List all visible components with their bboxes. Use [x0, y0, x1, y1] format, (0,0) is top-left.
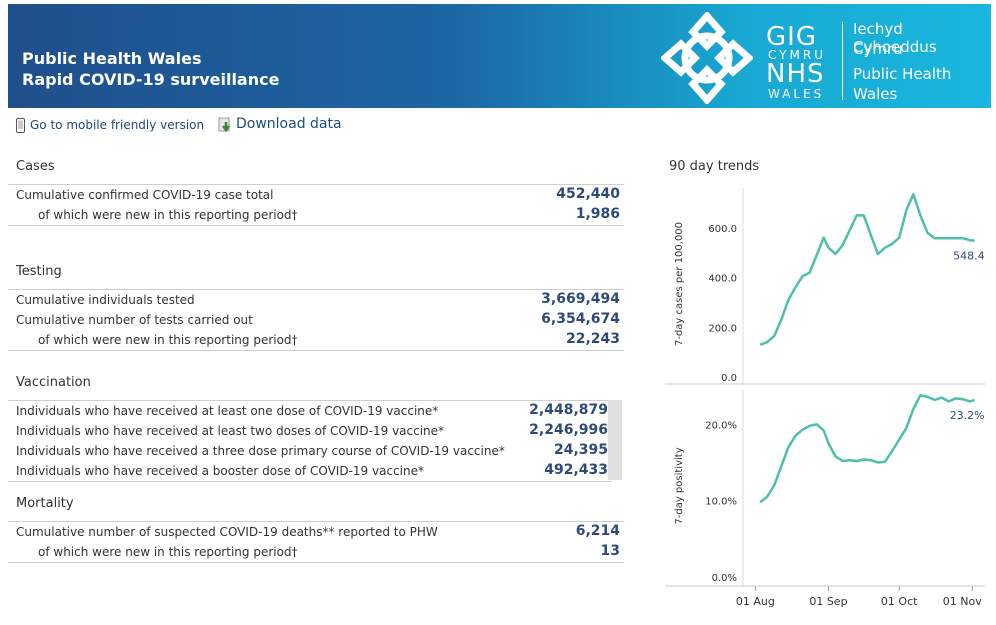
- trend-charts: 7-day cases per 100,000 7-day positivity…: [665, 188, 985, 608]
- mobile-version-link[interactable]: Go to mobile friendly version: [30, 118, 205, 132]
- table-row: Cumulative confirmed COVID-19 case total…: [8, 185, 624, 205]
- download-data-link[interactable]: Download data: [236, 116, 342, 132]
- row-value: 6,214: [575, 523, 620, 539]
- logo-nhs: NHS: [766, 59, 825, 89]
- header-subtitle: Rapid COVID-19 surveillance: [22, 70, 280, 89]
- chart1-ylabel: 7-day cases per 100,000: [674, 222, 685, 346]
- y-tick-label: 400.0: [708, 274, 737, 285]
- testing-title: Testing: [16, 264, 62, 279]
- testing-table: Cumulative individuals tested 3,669,494 …: [8, 289, 624, 351]
- row-label: Cumulative individuals tested: [16, 293, 195, 307]
- y-tick-label: 600.0: [708, 224, 737, 235]
- row-value: 2,448,879: [529, 402, 608, 418]
- x-tick-label: 01 Nov: [943, 595, 982, 608]
- series-line: [759, 394, 975, 504]
- header-banner: Public Health Wales Rapid COVID-19 surve…: [8, 4, 991, 108]
- logo-wales: WALES: [768, 87, 825, 101]
- table-row: Individuals who have received a booster …: [8, 461, 612, 481]
- row-label: of which were new in this reporting peri…: [38, 333, 298, 347]
- download-icon[interactable]: [218, 117, 233, 133]
- nhs-wales-symbol-icon: [661, 12, 753, 104]
- chart2-ylabel: 7-day positivity: [674, 447, 685, 524]
- row-label: of which were new in this reporting peri…: [38, 208, 298, 222]
- org-line-4: Wales: [853, 85, 898, 103]
- org-line-3: Public Health: [853, 65, 952, 83]
- mortality-table: Cumulative number of suspected COVID-19 …: [8, 521, 624, 563]
- row-value: 1,986: [575, 206, 620, 222]
- logo-divider: [842, 22, 843, 100]
- row-label: Cumulative confirmed COVID-19 case total: [16, 188, 274, 202]
- trends-title: 90 day trends: [669, 159, 760, 174]
- table-row: Cumulative number of suspected COVID-19 …: [8, 522, 624, 542]
- x-tick-label: 01 Oct: [881, 595, 918, 608]
- table-row: Individuals who have received a three do…: [8, 441, 612, 461]
- cases-title: Cases: [16, 159, 55, 174]
- row-label: Individuals who have received at least o…: [16, 404, 439, 418]
- row-value: 13: [600, 543, 620, 559]
- table-row: Individuals who have received at least t…: [8, 421, 612, 441]
- row-label: Individuals who have received a booster …: [16, 464, 424, 478]
- y-tick-label: 10.0%: [705, 497, 737, 508]
- row-value: 6,354,674: [541, 311, 620, 327]
- row-label: Cumulative number of tests carried out: [16, 313, 253, 327]
- series-line: [759, 192, 975, 346]
- header-title: Public Health Wales: [22, 49, 202, 68]
- cases-table: Cumulative confirmed COVID-19 case total…: [8, 184, 624, 226]
- row-value: 24,395: [553, 442, 608, 458]
- row-value: 3,669,494: [541, 291, 620, 307]
- row-label: of which were new in this reporting peri…: [38, 545, 298, 559]
- row-value: 492,433: [544, 462, 608, 478]
- table-row: of which were new in this reporting peri…: [8, 542, 624, 562]
- x-tick-label: 01 Aug: [736, 595, 775, 608]
- org-line-1: Iechyd Cyhoeddus: [853, 20, 937, 56]
- vaccination-title: Vaccination: [16, 375, 91, 390]
- table-row: of which were new in this reporting peri…: [8, 205, 624, 225]
- vaccination-table: Individuals who have received at least o…: [8, 400, 612, 482]
- row-label: Individuals who have received a three do…: [16, 444, 505, 458]
- row-label: Individuals who have received at least t…: [16, 424, 445, 438]
- table-row: Cumulative individuals tested 3,669,494: [8, 290, 624, 310]
- vaccination-scrollbar[interactable]: [608, 400, 622, 480]
- last-value-label: 548.4: [953, 250, 985, 263]
- org-line-2: Cymru: [853, 40, 903, 58]
- mobile-phone-icon[interactable]: [16, 118, 25, 133]
- y-tick-label: 20.0%: [705, 420, 737, 431]
- logo-gig: GIG: [766, 22, 817, 52]
- logo-cymru: CYMRU: [768, 48, 826, 62]
- row-label: Cumulative number of suspected COVID-19 …: [16, 525, 438, 539]
- table-row: Individuals who have received at least o…: [8, 401, 612, 421]
- y-tick-label: 0.0%: [712, 573, 737, 584]
- mortality-title: Mortality: [16, 496, 74, 511]
- last-value-label: 23.2%: [950, 409, 985, 422]
- row-value: 452,440: [556, 186, 620, 202]
- table-row: of which were new in this reporting peri…: [8, 330, 624, 350]
- y-tick-label: 0.0: [721, 373, 737, 384]
- row-value: 2,246,996: [529, 422, 608, 438]
- x-tick-label: 01 Sep: [809, 595, 847, 608]
- y-tick-label: 200.0: [708, 323, 737, 334]
- table-row: Cumulative number of tests carried out 6…: [8, 310, 624, 330]
- row-value: 22,243: [565, 331, 620, 347]
